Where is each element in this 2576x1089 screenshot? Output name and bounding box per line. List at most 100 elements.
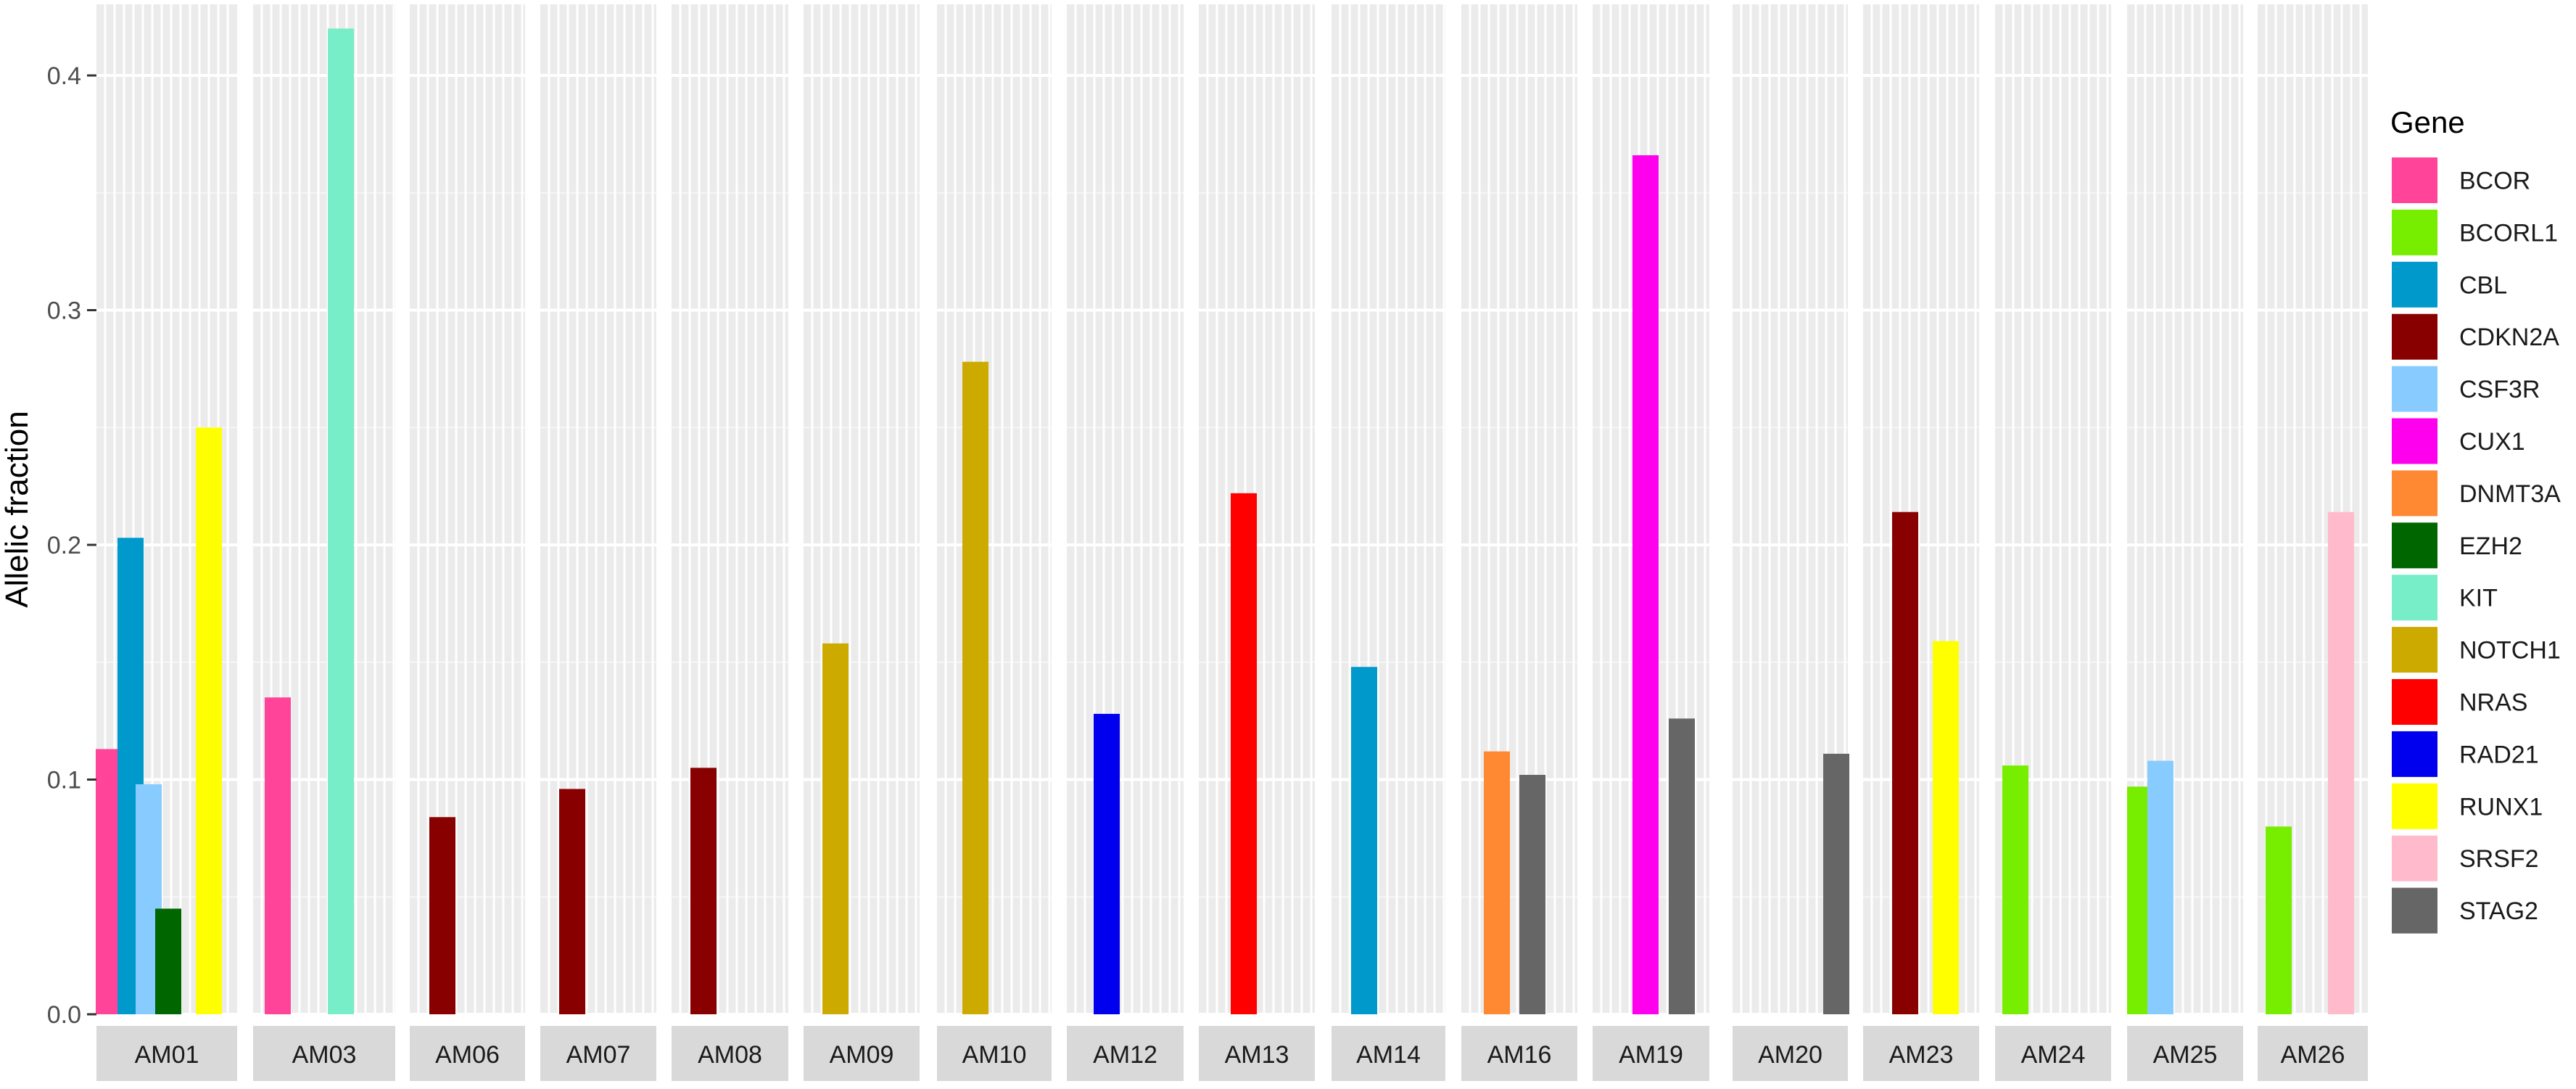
facet-panel-am26	[2258, 4, 2368, 1016]
facet-panel-am25	[2127, 4, 2243, 1016]
legend-key-swatch	[2392, 418, 2437, 464]
bar-am09-notch1	[822, 643, 849, 1014]
legend-item-stag2: STAG2	[2392, 887, 2538, 934]
legend-item-notch1: NOTCH1	[2392, 627, 2561, 673]
bar-am10-notch1	[962, 361, 988, 1014]
bar-am12-rad21	[1094, 713, 1120, 1014]
legend-item-label: RAD21	[2459, 741, 2539, 768]
facet-strip-background	[96, 1026, 237, 1081]
y-tick-label: 0.1	[47, 767, 81, 794]
facet-panel-am19	[1593, 4, 1709, 1016]
legend-item-label: DNMT3A	[2459, 480, 2561, 508]
legend-item-label: SRSF2	[2459, 845, 2539, 873]
legend-item-cux1: CUX1	[2392, 418, 2525, 464]
facet-strip-label: AM06	[435, 1041, 500, 1069]
bar-am13-nras	[1231, 493, 1257, 1014]
legend-item-cdkn2a: CDKN2A	[2392, 313, 2559, 360]
facet-strip-background	[1067, 1026, 1184, 1081]
y-tick-label: 0.0	[47, 1001, 81, 1029]
legend-item-bcorl1: BCORL1	[2392, 209, 2558, 255]
bar-am19-cux1	[1632, 155, 1659, 1015]
legend-key-swatch	[2392, 731, 2437, 777]
facet-strip-background	[937, 1026, 1052, 1081]
facet-strip-label: AM12	[1093, 1041, 1157, 1069]
legend-item-ezh2: EZH2	[2392, 522, 2522, 569]
facet-panel-am13	[1199, 4, 1315, 1016]
y-tick-label: 0.4	[47, 62, 81, 90]
facet-strip-label: AM09	[830, 1041, 894, 1069]
legend-item-csf3r: CSF3R	[2392, 366, 2540, 412]
legend-item-dnmt3a: DNMT3A	[2392, 470, 2561, 517]
facet-panel-am01	[96, 4, 237, 1016]
panel-background	[1863, 4, 1979, 1014]
legend-item-label: NOTCH1	[2459, 637, 2561, 665]
facet-strip-label: AM01	[135, 1041, 199, 1069]
legend-item-label: BCOR	[2459, 168, 2530, 195]
bar-am16-dnmt3a	[1484, 751, 1510, 1014]
facet-strip-label: AM16	[1487, 1041, 1552, 1069]
bar-am26-srsf2	[2328, 511, 2354, 1014]
bar-am20-stag2	[1823, 753, 1849, 1014]
y-tick-label: 0.2	[47, 532, 81, 559]
facet-panel-am06	[410, 4, 525, 1016]
facet-strip-label: AM07	[566, 1041, 631, 1069]
facet-strip-background	[1863, 1026, 1979, 1081]
bar-am06-cdkn2a	[429, 817, 455, 1014]
facet-strips: AM01 AM03 AM06 AM07 AM08 AM09 AM10 AM12 AM13 AM14…	[96, 1026, 2368, 1081]
facet-strip-background	[1332, 1026, 1445, 1081]
facet-panel-am16	[1461, 4, 1577, 1016]
facet-strip-background	[410, 1026, 525, 1081]
legend-key-swatch	[2392, 157, 2437, 203]
facet-strip-background	[2127, 1026, 2243, 1081]
y-tick-label: 0.3	[47, 297, 81, 325]
legend-item-label: EZH2	[2459, 533, 2522, 560]
legend-item-label: CBL	[2459, 271, 2507, 299]
legend-item-label: RUNX1	[2459, 793, 2543, 821]
legend: Gene BCOR BCORL1 CBL CDKN2A CSF3R CUX1 DNMT3A EZ…	[2390, 105, 2561, 934]
facet-panel-am23	[1863, 4, 1979, 1016]
legend-key-swatch	[2392, 470, 2437, 517]
legend-item-label: STAG2	[2459, 897, 2538, 925]
facet-strip-background	[253, 1026, 395, 1081]
facet-strip-label: AM10	[962, 1041, 1027, 1069]
facet-strip-label: AM26	[2281, 1041, 2345, 1069]
legend-key-swatch	[2392, 313, 2437, 360]
bar-am07-cdkn2a	[559, 789, 585, 1014]
legend-item-nras: NRAS	[2392, 679, 2527, 725]
legend-key-swatch	[2392, 679, 2437, 725]
legend-key-swatch	[2392, 209, 2437, 255]
legend-key-swatch	[2392, 783, 2437, 829]
legend-item-label: CDKN2A	[2459, 324, 2559, 351]
facet-strip-background	[672, 1026, 788, 1081]
panel-background	[1067, 4, 1184, 1014]
bar-am19-stag2	[1669, 718, 1695, 1014]
facet-panel-am12	[1067, 4, 1184, 1016]
legend-key-swatch	[2392, 522, 2437, 569]
bar-am01-runx1	[196, 427, 222, 1014]
legend-key-swatch	[2392, 835, 2437, 882]
bar-am14-cbl	[1351, 667, 1377, 1014]
facet-strip-label: AM08	[698, 1041, 762, 1069]
bar-am16-stag2	[1519, 775, 1545, 1014]
legend-item-rad21: RAD21	[2392, 731, 2539, 777]
facet-panel-am08	[672, 4, 788, 1016]
facet-panel-am07	[540, 4, 656, 1016]
legend-key-swatch	[2392, 366, 2437, 412]
facet-strip-label: AM19	[1619, 1041, 1683, 1069]
facet-panel-am24	[1995, 4, 2111, 1016]
facet-strip-label: AM20	[1758, 1041, 1822, 1069]
bar-am03-bcor	[265, 697, 291, 1014]
facet-strip-background	[1593, 1026, 1709, 1081]
facet-strip-label: AM24	[2021, 1041, 2086, 1069]
legend-item-bcor: BCOR	[2392, 157, 2530, 203]
legend-item-label: NRAS	[2459, 689, 2527, 717]
legend-item-label: KIT	[2459, 585, 2498, 612]
facet-strip-label: AM03	[292, 1041, 357, 1069]
legend-item-cbl: CBL	[2392, 261, 2507, 308]
y-axis-label: Allelic fraction	[0, 411, 35, 607]
bar-am01-ezh2	[155, 908, 181, 1014]
bar-am23-cdkn2a	[1892, 511, 1918, 1014]
legend-item-srsf2: SRSF2	[2392, 835, 2539, 882]
